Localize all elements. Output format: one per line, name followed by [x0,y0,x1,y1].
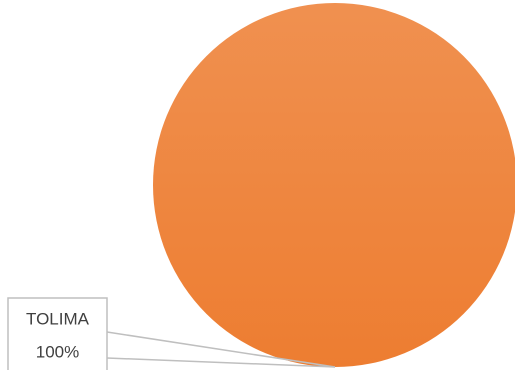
leader-line [106,357,336,368]
value-label: 100% [36,342,79,361]
category-label: TOLIMA [26,309,90,328]
pie-slice [153,3,515,367]
leader-line [106,331,336,368]
label-box [7,297,108,370]
